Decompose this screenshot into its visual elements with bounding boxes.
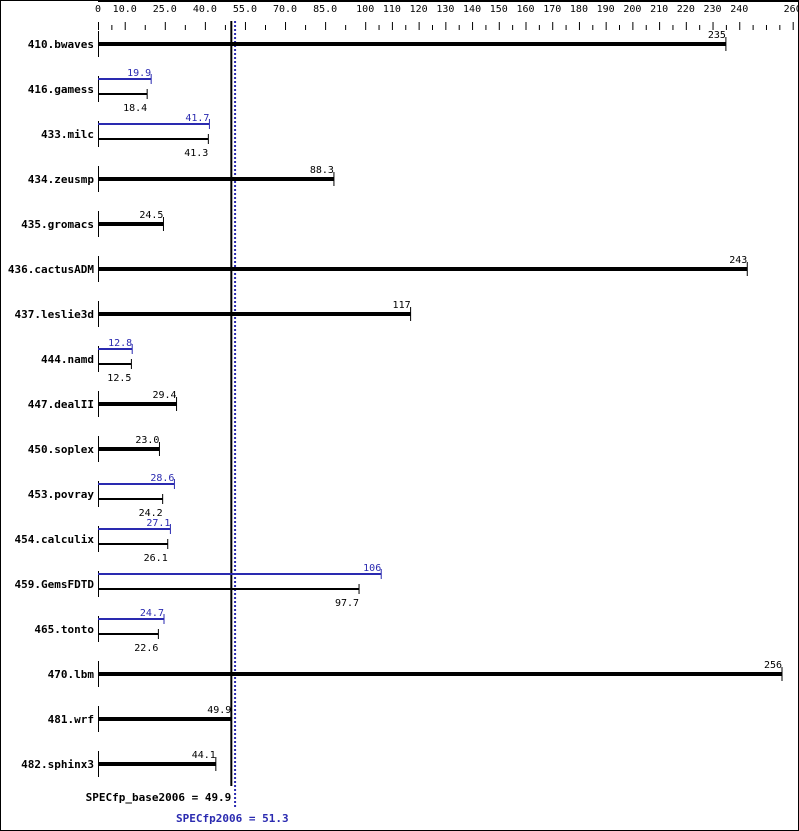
peak-value-label: 106: [363, 563, 381, 574]
benchmark-label: 447.dealII: [28, 398, 94, 411]
x-tick-label: 55.0: [233, 4, 257, 15]
x-tick-label: 120: [410, 4, 428, 15]
x-tick-label: 240: [730, 4, 748, 15]
x-tick-label: 200: [623, 4, 641, 15]
base-value-label: 22.6: [134, 643, 158, 654]
peak-bar: [98, 528, 171, 530]
benchmark-label: 453.povray: [28, 488, 95, 501]
x-tick-label: 25.0: [153, 4, 177, 15]
benchmark-label: 444.namd: [41, 353, 94, 366]
base-bar: [98, 633, 159, 635]
x-tick-label: 190: [597, 4, 615, 15]
base-bar: [98, 363, 132, 365]
base-bar: [98, 402, 177, 406]
base-bar: [98, 222, 164, 226]
base-value-label: 88.3: [310, 165, 334, 176]
benchmark-label: 410.bwaves: [28, 38, 94, 51]
base-bar: [98, 138, 209, 140]
peak-value-label: 12.8: [108, 338, 132, 349]
benchmark-label: 433.milc: [41, 128, 94, 141]
benchmark-label: 482.sphinx3: [21, 758, 94, 771]
x-tick-label: 10.0: [113, 4, 137, 15]
benchmark-label: 450.soplex: [28, 443, 95, 456]
base-bar: [98, 543, 168, 545]
benchmark-label: 435.gromacs: [21, 218, 94, 231]
peak-summary-label: SPECfp2006 = 51.3: [176, 812, 289, 825]
benchmark-label: 437.leslie3d: [15, 308, 94, 321]
x-tick-label: 160: [516, 4, 534, 15]
x-tick-label: 110: [383, 4, 401, 15]
benchmark-label: 454.calculix: [15, 533, 95, 546]
peak-value-label: 27.1: [146, 518, 170, 529]
x-tick-label: 100: [356, 4, 374, 15]
base-value-label: 97.7: [335, 598, 359, 609]
peak-bar: [98, 573, 382, 575]
base-value-label: 235: [708, 30, 726, 41]
peak-bar: [98, 123, 210, 125]
base-bar: [98, 42, 726, 46]
base-value-label: 24.5: [139, 210, 163, 221]
peak-value-label: 28.6: [150, 473, 174, 484]
x-tick-label: 170: [543, 4, 561, 15]
base-value-label: 49.9: [207, 705, 231, 716]
peak-bar: [98, 618, 164, 620]
base-value-label: 29.4: [152, 390, 176, 401]
x-tick-label: 40.0: [193, 4, 217, 15]
base-value-label: 12.5: [107, 373, 131, 384]
peak-value-label: 41.7: [185, 113, 209, 124]
x-tick-label: 220: [677, 4, 695, 15]
x-tick-label: 70.0: [273, 4, 297, 15]
x-tick-label: 85.0: [313, 4, 337, 15]
x-tick-label: 140: [463, 4, 481, 15]
benchmark-label: 470.lbm: [48, 668, 95, 681]
base-value-label: 26.1: [144, 553, 168, 564]
base-bar: [98, 672, 782, 676]
peak-value-label: 19.9: [127, 68, 151, 79]
benchmark-label: 416.gamess: [28, 83, 94, 96]
base-value-label: 23.0: [135, 435, 159, 446]
base-value-label: 243: [729, 255, 747, 266]
peak-bar: [98, 483, 175, 485]
peak-bar: [98, 78, 152, 80]
benchmark-label: 436.cactusADM: [8, 263, 94, 276]
x-tick-label: 150: [490, 4, 508, 15]
x-tick-label: 180: [570, 4, 588, 15]
base-value-label: 41.3: [184, 148, 208, 159]
base-bar: [98, 588, 360, 590]
x-tick-label: 210: [650, 4, 668, 15]
benchmark-label: 465.tonto: [34, 623, 94, 636]
x-tick-label: 0: [95, 4, 101, 15]
base-bar: [98, 312, 411, 316]
peak-value-label: 24.7: [140, 608, 164, 619]
base-value-label: 44.1: [192, 750, 216, 761]
base-bar: [98, 267, 748, 271]
x-tick-label: 130: [436, 4, 454, 15]
benchmark-label: 434.zeusmp: [28, 173, 95, 186]
base-bar: [98, 447, 160, 451]
base-value-label: 18.4: [123, 103, 147, 114]
benchmark-label: 481.wrf: [48, 713, 94, 726]
peak-bar: [98, 348, 133, 350]
x-tick-label: 230: [704, 4, 722, 15]
base-bar: [98, 177, 334, 181]
base-bar: [98, 717, 232, 721]
base-bar: [98, 762, 216, 766]
x-tick-label: 260: [784, 4, 798, 15]
base-value-label: 117: [393, 300, 411, 311]
base-summary-label: SPECfp_base2006 = 49.9: [86, 791, 232, 804]
base-bar: [98, 498, 163, 500]
base-value-label: 256: [764, 660, 782, 671]
benchmark-label: 459.GemsFDTD: [15, 578, 95, 591]
base-value-label: 24.2: [139, 508, 163, 519]
base-bar: [98, 93, 148, 95]
